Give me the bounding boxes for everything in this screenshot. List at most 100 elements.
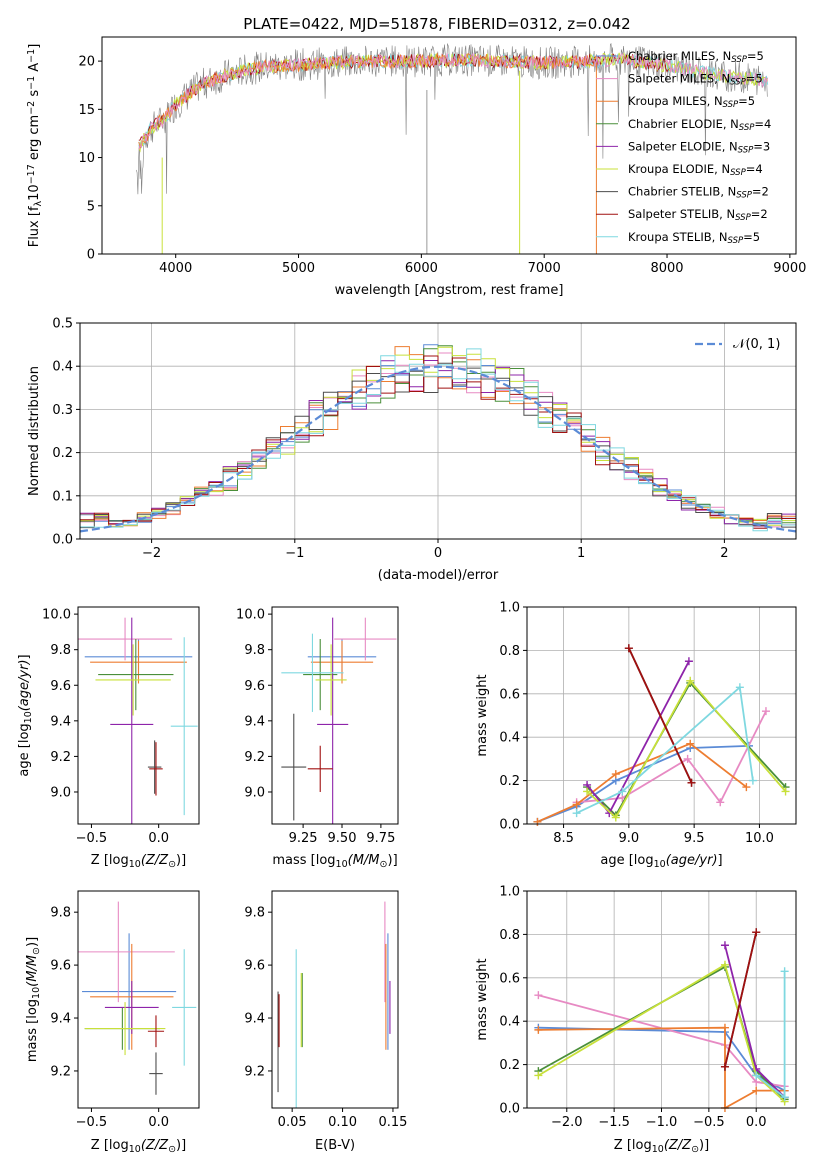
mass-vs-z-xlabel: Z [log10(Z/Z⊙)] bbox=[91, 1138, 186, 1155]
x-tick-label: 9.50 bbox=[328, 831, 357, 846]
y-tick-label: 9.4 bbox=[244, 1012, 265, 1027]
mass-vs-z-frame bbox=[77, 890, 200, 1109]
legend-sub: SSP bbox=[723, 100, 739, 110]
weight-marker-kroupa_elodie bbox=[583, 787, 592, 796]
legend-entry: Salpeter MILES, NSSP=5 bbox=[628, 72, 763, 88]
label-part: erg cm bbox=[27, 115, 42, 164]
legend-n: =5 bbox=[747, 49, 764, 63]
y-tick-label: 9.6 bbox=[244, 679, 265, 694]
weight-marker-kroupa_miles bbox=[611, 770, 620, 779]
weight-marker-kroupa_stelib bbox=[735, 683, 744, 692]
x-tick-label: 9.75 bbox=[366, 831, 395, 846]
age-vs-mass-frame bbox=[271, 606, 399, 825]
y-tick-label: 0.8 bbox=[499, 644, 520, 659]
weight-marker-kroupa_elodie bbox=[611, 813, 620, 822]
weight-marker-kroupa_stelib bbox=[748, 776, 757, 785]
label-part: )] bbox=[25, 937, 40, 947]
y-tick-label: 10.0 bbox=[42, 608, 71, 623]
label-part: −2 bbox=[26, 101, 37, 115]
weight-line-kroupa_miles bbox=[538, 1026, 785, 1108]
legend-label: Chabrier STELIB, N bbox=[628, 185, 736, 199]
y-tick-label: 1.0 bbox=[499, 601, 520, 616]
y-tick-label: 0.4 bbox=[52, 360, 73, 375]
legend-sub: SSP bbox=[736, 191, 752, 201]
legend-label: Salpeter ELODIE, N bbox=[628, 139, 738, 153]
label-part: age [log bbox=[17, 723, 32, 776]
label-part: )] bbox=[176, 1138, 186, 1153]
legend-sub: SSP bbox=[730, 168, 746, 178]
residual-xlabel: (data-model)/error bbox=[378, 568, 499, 583]
y-tick-label: 0.2 bbox=[52, 446, 73, 461]
y-tick-label: 9.0 bbox=[50, 785, 71, 800]
x-tick-label: −0.5 bbox=[76, 1115, 108, 1130]
y-tick-label: 9.2 bbox=[50, 750, 71, 765]
y-tick-label: 9.8 bbox=[50, 643, 71, 658]
figure-title: PLATE=0422, MJD=51878, FIBERID=0312, z=0… bbox=[243, 15, 630, 33]
label-part: ] bbox=[27, 44, 42, 49]
weight-vs-age-panel: 8.5 9.0 9.5 10.0 0.0 0.2 0.4 0.6 0.8 1.0 bbox=[499, 601, 797, 846]
legend-label: Chabrier MILES, N bbox=[628, 49, 731, 63]
spectrum-model-line-salpeter_miles bbox=[138, 52, 769, 150]
y-tick-label: 9.4 bbox=[244, 714, 265, 729]
x-tick-label: −0.5 bbox=[693, 1115, 725, 1130]
mass-vs-ebv-xlabel: E(B-V) bbox=[315, 1138, 355, 1153]
label-part: ⊙ bbox=[168, 1144, 176, 1155]
x-tick-label: −1.0 bbox=[646, 1115, 678, 1130]
legend-entry: Kroupa MILES, NSSP=5 bbox=[628, 94, 755, 110]
age-vs-z-xlabel: Z [log10(Z/Z⊙)] bbox=[91, 853, 186, 870]
weight-marker-kroupa_miles bbox=[686, 739, 695, 748]
x-tick-label: −1 bbox=[285, 546, 304, 561]
x-tick-label: 10.0 bbox=[745, 831, 774, 846]
weight-marker-salpeter_elodie bbox=[720, 941, 729, 950]
y-tick-label: 9.4 bbox=[50, 714, 71, 729]
residual-panel: −2 −1 0 1 2 0.0 0.1 0.2 0.3 0.4 0.5 𝒩(0, 1) (data-mo… bbox=[27, 317, 797, 583]
x-tick-label: 0.05 bbox=[278, 1115, 307, 1130]
label-part: λ bbox=[33, 200, 44, 206]
spectrum-panel: 4000 5000 6000 7000 8000 9000 0 5 10 15 20 waveleng… bbox=[26, 36, 806, 298]
legend-label: Chabrier ELODIE, N bbox=[628, 117, 739, 131]
label-part: 10 bbox=[652, 1144, 664, 1155]
y-tick-label: 0.2 bbox=[499, 774, 520, 789]
age-vs-mass-panel: 9.25 9.50 9.75 9.0 9.2 9.4 9.6 9.8 10.0 bbox=[236, 606, 399, 846]
x-tick-label: 0.15 bbox=[378, 1115, 407, 1130]
y-tick-label: 0.5 bbox=[52, 317, 73, 332]
weight-marker-salpeter_miles bbox=[683, 754, 692, 763]
legend-entry: Chabrier ELODIE, NSSP=4 bbox=[628, 117, 771, 133]
spectrum-model-line-kroupa_miles bbox=[138, 52, 597, 149]
weight-vs-z-frame bbox=[526, 890, 797, 1109]
weight-line-salpeter_stelib bbox=[724, 931, 758, 1068]
weight-marker-salpeter_miles bbox=[716, 798, 725, 807]
y-tick-label: 0.0 bbox=[499, 818, 520, 833]
label-part: (age/yr) bbox=[17, 659, 32, 711]
y-tick-label: 20 bbox=[78, 55, 95, 70]
weight-marker-kroupa_miles bbox=[720, 1023, 729, 1032]
y-tick-label: 0 bbox=[87, 248, 95, 263]
weight-line-kroupa_stelib bbox=[755, 971, 786, 1100]
residual-ylabel: Normed distribution bbox=[27, 366, 42, 496]
y-tick-label: 9.4 bbox=[50, 1012, 71, 1027]
legend-n: =3 bbox=[753, 139, 770, 153]
label-part: 10 bbox=[336, 859, 348, 870]
age-vs-mass-xlabel: mass [log10(M/M⊙)] bbox=[272, 853, 397, 870]
x-tick-label: 9.25 bbox=[289, 831, 318, 846]
legend-entry: Chabrier STELIB, NSSP=2 bbox=[628, 185, 769, 201]
legend-sub: SSP bbox=[735, 213, 751, 223]
residual-frame bbox=[79, 322, 797, 540]
y-tick-label: 9.2 bbox=[244, 1064, 265, 1079]
weight-marker-kroupa_stelib bbox=[618, 787, 627, 796]
gaussian-legend-label: 𝒩(0, 1) bbox=[733, 337, 780, 352]
mass-vs-ebv-panel: 0.05 0.10 0.15 9.2 9.4 9.6 9.8 bbox=[244, 890, 407, 1130]
label-part: (Z/Z bbox=[141, 853, 169, 868]
y-tick-label: 0.4 bbox=[499, 731, 520, 746]
mass-vs-z-panel: −0.5 0.0 9.2 9.4 9.6 9.8 bbox=[50, 890, 200, 1130]
weight-marker-kroupa_stelib bbox=[780, 1093, 789, 1102]
label-part: −1 bbox=[26, 49, 37, 63]
weight-marker-salpeter_miles bbox=[761, 707, 770, 716]
legend-sub: SSP bbox=[738, 146, 754, 156]
label-part: Z [log bbox=[91, 1138, 129, 1153]
label-part: ⊙ bbox=[168, 859, 176, 870]
weight-marker-salpeter_stelib bbox=[720, 1062, 729, 1071]
label-part: A bbox=[27, 63, 42, 76]
weight-marker-salpeter_miles bbox=[534, 991, 543, 1000]
x-tick-label: 0.0 bbox=[746, 1115, 767, 1130]
